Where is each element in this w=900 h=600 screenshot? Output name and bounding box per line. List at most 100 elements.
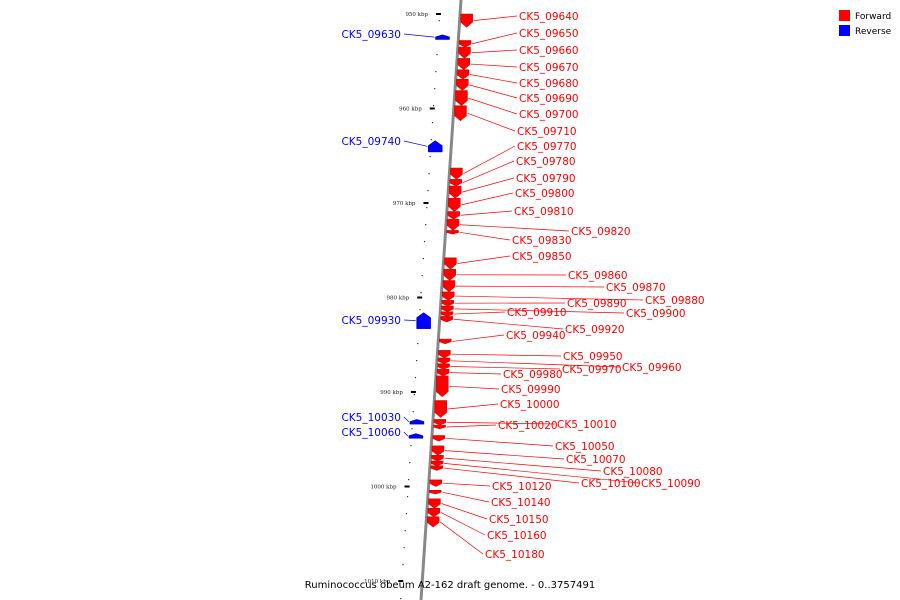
gene-label: CK5_09920 [565,324,625,336]
gene-label: CK5_09820 [571,226,631,238]
gene-label: CK5_10010 [557,419,617,431]
tick-label: 980 kbp [387,296,410,302]
track-dot [435,71,437,73]
forward-gene-shape [432,435,446,442]
forward-gene-shape [437,357,451,364]
track-dot [416,360,418,362]
track-dot [438,20,440,22]
gene-leader-line [403,431,409,437]
forward-gene-shape [456,78,469,91]
tick-mark [429,107,435,110]
track-dot [421,275,423,277]
gene-leader-line [444,462,640,484]
gene-label: CK5_09910 [507,307,567,319]
gene-label: CK5_09770 [517,141,577,153]
gene-label: CK5_09870 [606,282,666,294]
gene-leader-line [440,512,486,536]
track-dot [414,377,417,379]
forward-gene-shape [441,300,455,307]
track-dot [428,173,430,175]
gene-leader-line [442,491,490,503]
gene-label: CK5_09990 [501,384,561,396]
gene-label: CK5_09930 [341,315,401,327]
gene-leader-line [403,416,410,423]
gene-leader-line [450,372,502,375]
track-dot [409,462,411,464]
gene-label: CK5_10090 [641,478,701,490]
gene-leader-line [463,145,516,175]
tick-label: 990 kbp [380,390,403,396]
track-dot [422,258,424,260]
reverse-gene-shape [435,34,450,40]
forward-gene-shape [442,280,456,293]
track-dot [413,394,415,396]
tick-mark [417,296,423,299]
gene-leader-line [446,421,556,425]
gene-leader-line [468,97,518,115]
track-dot [426,207,428,209]
gene-leader-line [460,210,513,216]
gene-label: CK5_09700 [519,109,579,121]
forward-gene-shape [460,13,473,28]
tick-label: 960 kbp [399,107,422,113]
forward-gene-shape [435,375,449,398]
forward-gene-shape [429,479,443,487]
gene-label: CK5_10060 [341,427,401,439]
track-dot [431,122,434,124]
forward-gene-shape [433,424,446,430]
forward-gene-shape [444,257,457,270]
gene-label: CK5_09880 [645,295,705,307]
gene-leader-line [450,360,621,368]
forward-gene-shape [433,419,447,426]
tick-mark [398,580,404,582]
gene-leader-line [455,295,644,301]
gene-label: CK5_09950 [563,351,623,363]
legend-forward-label: Forward [855,12,891,22]
gene-leader-line [450,366,561,370]
forward-gene-shape [440,316,453,323]
track-dot [417,343,419,345]
gene-label: CK5_09830 [512,235,572,247]
tick-mark [410,391,416,393]
forward-gene-shape [431,445,445,456]
tick-mark [436,13,442,15]
gene-label: CK5_10150 [489,514,549,526]
gene-label: CK5_10020 [498,420,558,432]
gene-leader-line [446,424,497,428]
gene-label: CK5_09690 [519,93,579,105]
forward-gene-shape [430,460,444,466]
gene-label: CK5_09970 [562,364,622,376]
track-dot [404,530,406,532]
forward-gene-shape [438,338,452,345]
forward-gene-shape [428,498,441,509]
gene-label: CK5_09900 [626,308,686,320]
legend: Forward Reverse [839,10,892,37]
gene-label: CK5_10120 [492,481,552,493]
tick-label: 970 kbp [393,201,416,207]
track-dot [408,479,410,481]
track-dot [405,513,407,515]
gene-leader-line [454,311,506,315]
gene-leader-line [444,450,565,460]
gene-label: CK5_09860 [568,270,628,282]
track-dot [406,496,409,498]
track-dot [425,224,427,226]
gene-label: CK5_09780 [516,156,576,168]
track-dot [430,139,432,141]
forward-gene-shape [447,211,460,220]
legend-reverse-swatch [839,25,850,36]
gene-label: CK5_09740 [341,136,401,148]
forward-gene-shape [441,305,454,312]
gene-label: CK5_09710 [517,126,577,138]
reverse-gene-shape [409,419,425,425]
track-dot [423,241,426,243]
forward-gene-shape [443,268,456,281]
track-dot [436,54,438,56]
gene-label: CK5_09940 [506,330,566,342]
gene-leader-line [447,403,499,410]
gene-leader-line [470,63,518,68]
reverse-gene-shape [408,433,424,439]
gene-label: CK5_10050 [555,441,615,453]
gene-leader-line [439,521,484,555]
gene-label: CK5_10100 [581,478,641,490]
